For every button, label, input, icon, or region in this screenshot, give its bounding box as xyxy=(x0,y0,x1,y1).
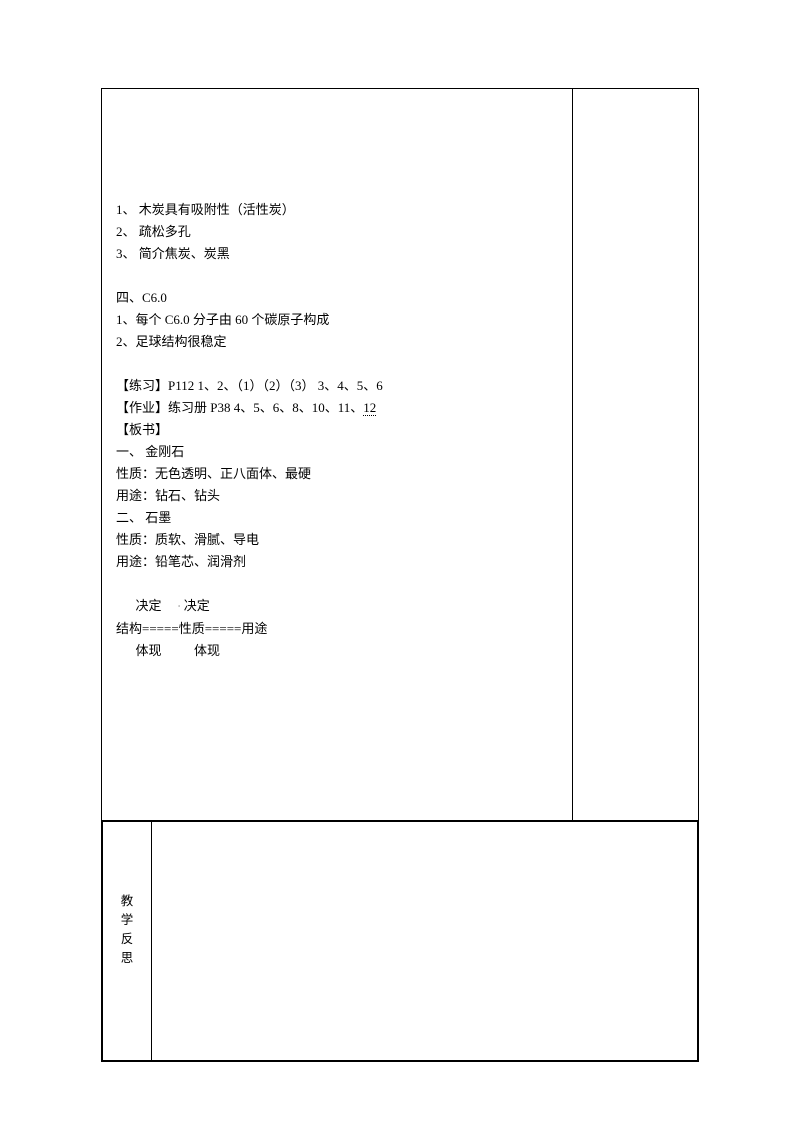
diagram-arrow-1: ===== xyxy=(142,621,179,636)
sec4-item-2: 2、足球结构很稳定 xyxy=(116,331,558,353)
diagram-bottom-right: 体现 xyxy=(194,643,220,658)
diagram-mid: 结构=====性质=====用途 xyxy=(116,618,558,640)
homework-label: 【作业】 xyxy=(116,400,168,415)
diagram-use: 用途 xyxy=(241,621,267,636)
right-cell xyxy=(573,89,699,821)
diagram-structure: 结构 xyxy=(116,621,142,636)
reflection-char-2: 学 xyxy=(121,911,134,930)
exercise-line: 【练习】P112 1、2、（1）（2）（3） 3、4、5、6 xyxy=(116,375,558,397)
diagram-bottom-left: 体现 xyxy=(136,643,162,658)
reflection-char-4: 思 xyxy=(121,949,134,968)
dot-icon: · xyxy=(178,602,181,611)
homework-prefix: 练习册 P38 4、5、6、8、10、11、 xyxy=(168,400,363,415)
content-cell: 1、 木炭具有吸附性（活性炭） 2、 疏松多孔 3、 简介焦炭、炭黑 四、C6.… xyxy=(102,89,573,821)
sec4-item-1: 1、每个 C6.0 分子由 60 个碳原子构成 xyxy=(116,309,558,331)
spacer xyxy=(116,573,558,595)
diagram-top-left: 决定 xyxy=(136,598,162,613)
homework-line: 【作业】练习册 P38 4、5、6、8、10、11、12 xyxy=(116,397,558,419)
reflection-char-3: 反 xyxy=(121,930,134,949)
diamond-title: 一、 金刚石 xyxy=(116,441,558,463)
diagram-arrow-2: ===== xyxy=(205,621,242,636)
diagram-bottom: 体现 体现 xyxy=(116,640,558,662)
reflection-char-1: 教 xyxy=(121,892,134,911)
page-container: 1、 木炭具有吸附性（活性炭） 2、 疏松多孔 3、 简介焦炭、炭黑 四、C6.… xyxy=(101,88,699,1062)
diagram-top-right: 决定 xyxy=(184,598,210,613)
diamond-use: 用途：钻石、钻头 xyxy=(116,485,558,507)
spacer xyxy=(116,353,558,375)
lesson-table: 1、 木炭具有吸附性（活性炭） 2、 疏松多孔 3、 简介焦炭、炭黑 四、C6.… xyxy=(101,88,699,1062)
sec3-item-1: 1、 木炭具有吸附性（活性炭） xyxy=(116,199,558,221)
homework-last: 12 xyxy=(363,400,376,416)
reflection-row: 教 学 反 思 xyxy=(102,821,699,1062)
sec3-item-2: 2、 疏松多孔 xyxy=(116,221,558,243)
graphite-prop: 性质：质软、滑腻、导电 xyxy=(116,529,558,551)
sec3-item-3: 3、 简介焦炭、炭黑 xyxy=(116,243,558,265)
diamond-prop: 性质：无色透明、正八面体、最硬 xyxy=(116,463,558,485)
reflection-label-cell: 教 学 反 思 xyxy=(103,822,152,1061)
graphite-use: 用途：铅笔芯、润滑剂 xyxy=(116,551,558,573)
diagram-top: 决定 · 决定 xyxy=(116,595,558,618)
reflection-body-cell xyxy=(152,822,698,1061)
graphite-title: 二、 石墨 xyxy=(116,507,558,529)
exercise-text: P112 1、2、（1）（2）（3） 3、4、5、6 xyxy=(168,378,383,393)
reflection-label: 教 学 反 思 xyxy=(103,892,151,968)
diagram-property: 性质 xyxy=(179,621,205,636)
sec4-title: 四、C6.0 xyxy=(116,287,558,309)
exercise-label: 【练习】 xyxy=(116,378,168,393)
spacer xyxy=(116,265,558,287)
board-label: 【板书】 xyxy=(116,419,558,441)
